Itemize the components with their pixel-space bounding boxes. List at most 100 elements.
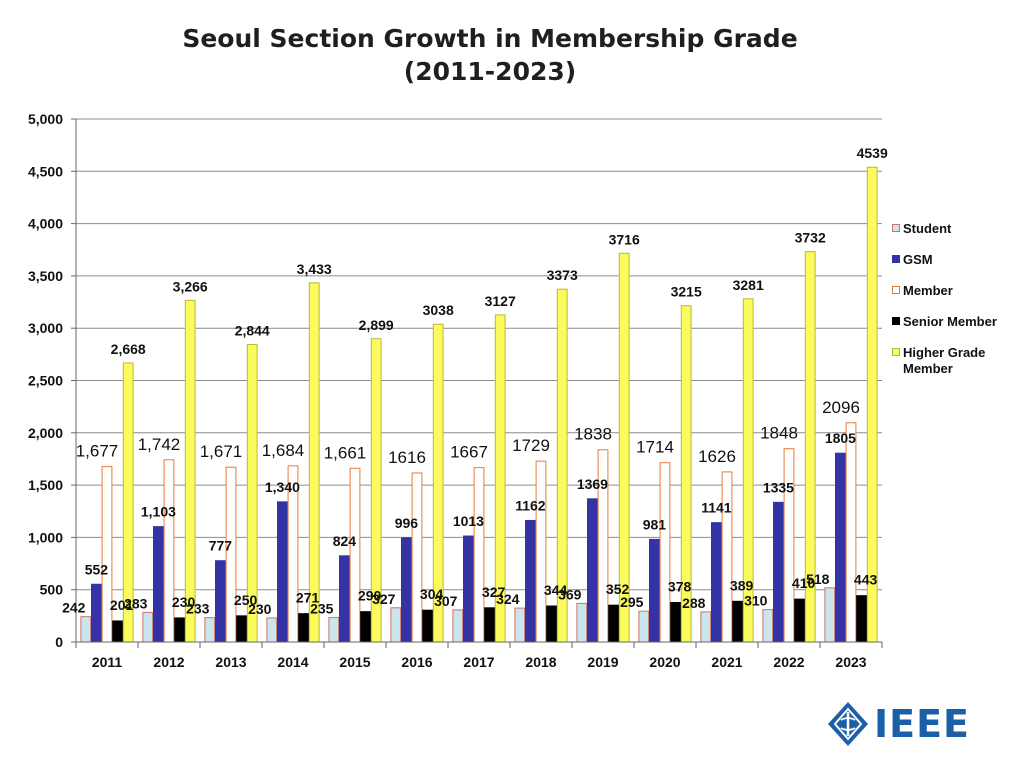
legend-swatch-gsm (892, 255, 900, 263)
bar-student (452, 609, 464, 643)
data-label-higher-grade-member: 4539 (857, 145, 888, 161)
bar-member (411, 472, 423, 643)
data-label-gsm: 1,340 (265, 479, 300, 495)
bar-student (266, 617, 278, 643)
data-label-gsm: 1162 (515, 497, 546, 513)
bar-student (80, 616, 92, 643)
data-label-senior-member: 389 (730, 577, 754, 593)
bar-senior-member (174, 617, 185, 643)
data-label-member: 1,661 (324, 443, 367, 462)
legend-label-member: Member (903, 283, 953, 298)
bar-gsm (463, 535, 474, 643)
data-label-gsm: 1,103 (141, 504, 176, 520)
bar-member (783, 448, 795, 643)
data-label-senior-member: 201 (110, 597, 134, 613)
data-label-member: 1848 (760, 424, 798, 443)
data-label-higher-grade-member: 3281 (733, 277, 764, 293)
bar-member (349, 467, 361, 643)
data-label-member: 1667 (450, 443, 488, 462)
data-label-member: 2096 (822, 398, 860, 417)
bar-higher-grade-member (308, 282, 320, 643)
data-label-higher-grade-member: 2,899 (359, 317, 394, 333)
data-label-higher-grade-member: 3215 (671, 284, 702, 300)
legend-swatch-student (892, 224, 900, 232)
x-tick-label: 2011 (92, 654, 123, 670)
data-label-student: 369 (558, 586, 582, 602)
bar-student (514, 607, 526, 643)
bar-member (659, 462, 671, 643)
bar-member (101, 466, 113, 643)
x-tick-label: 2021 (711, 654, 742, 670)
data-label-gsm: 824 (333, 533, 357, 549)
data-label-student: 307 (434, 593, 458, 609)
bar-gsm (711, 522, 722, 643)
data-label-gsm: 981 (643, 516, 667, 532)
bar-senior-member (732, 600, 744, 643)
y-tick-label: 3,000 (28, 320, 63, 336)
data-label-higher-grade-member: 3038 (423, 302, 454, 318)
chart-legend: Student GSM Member Senior Member Higher … (892, 220, 1022, 384)
data-label-member: 1838 (574, 425, 612, 444)
data-label-member: 1626 (698, 447, 736, 466)
y-tick-label: 0 (55, 634, 63, 650)
x-tick-label: 2020 (649, 654, 680, 670)
data-label-senior-member: 230 (172, 594, 196, 610)
data-label-senior-member: 378 (668, 578, 692, 594)
legend-item-higher-grade-member: Higher Grade Member (892, 344, 1022, 384)
data-label-gsm: 1369 (577, 476, 608, 492)
data-label-higher-grade-member: 3,433 (297, 261, 332, 277)
y-tick-label: 1,500 (28, 477, 63, 493)
legend-label-higher-grade-member: Higher Grade Member (903, 345, 986, 376)
data-label-senior-member: 352 (606, 581, 630, 597)
legend-item-member: Member (892, 282, 1022, 313)
ieee-kite-icon (828, 702, 868, 746)
x-tick-label: 2023 (835, 654, 866, 670)
bar-gsm (277, 501, 288, 643)
data-label-higher-grade-member: 3,266 (173, 278, 208, 294)
data-label-student: 327 (372, 591, 396, 607)
x-tick-label: 2015 (339, 654, 370, 670)
bar-gsm (91, 583, 102, 643)
bar-student (204, 617, 216, 643)
data-label-gsm: 1141 (701, 500, 732, 516)
bar-senior-member (484, 607, 496, 643)
data-label-student: 324 (496, 591, 520, 607)
bar-student (700, 611, 712, 643)
data-label-higher-grade-member: 3716 (609, 231, 640, 247)
bar-senior-member (236, 615, 247, 643)
legend-label-gsm: GSM (903, 252, 933, 267)
data-label-member: 1,742 (138, 435, 181, 454)
bar-student (142, 611, 154, 643)
bar-member (535, 460, 547, 643)
legend-item-student: Student (892, 220, 1022, 251)
y-tick-label: 4,000 (28, 216, 63, 232)
data-label-gsm: 1013 (453, 513, 484, 529)
data-label-member: 1729 (512, 436, 550, 455)
bar-senior-member (546, 605, 558, 643)
data-label-senior-member: 290 (358, 588, 382, 604)
data-label-senior-member: 443 (854, 572, 878, 588)
bar-member (473, 467, 485, 643)
x-tick-label: 2017 (463, 654, 494, 670)
data-label-higher-grade-member: 2,844 (235, 323, 270, 339)
legend-item-gsm: GSM (892, 251, 1022, 282)
chart-title: Seoul Section Growth in Membership Grade… (0, 22, 980, 88)
data-label-student: 242 (62, 600, 86, 616)
data-label-member: 1,677 (76, 442, 119, 461)
data-label-member: 1714 (636, 438, 674, 457)
data-label-gsm: 552 (85, 561, 109, 577)
legend-label-senior-member: Senior Member (903, 314, 997, 329)
bar-student (638, 610, 650, 643)
bar-student (762, 609, 774, 643)
data-label-gsm: 1805 (825, 430, 856, 446)
y-tick-label: 1,000 (28, 529, 63, 545)
bar-senior-member (298, 613, 310, 643)
x-tick-label: 2019 (587, 654, 618, 670)
bar-senior-member (112, 620, 123, 643)
x-tick-label: 2014 (277, 654, 308, 670)
bar-gsm (587, 498, 598, 643)
y-tick-label: 5,000 (28, 111, 63, 127)
data-label-senior-member: 344 (544, 582, 568, 598)
data-label-higher-grade-member: 3732 (795, 230, 826, 246)
